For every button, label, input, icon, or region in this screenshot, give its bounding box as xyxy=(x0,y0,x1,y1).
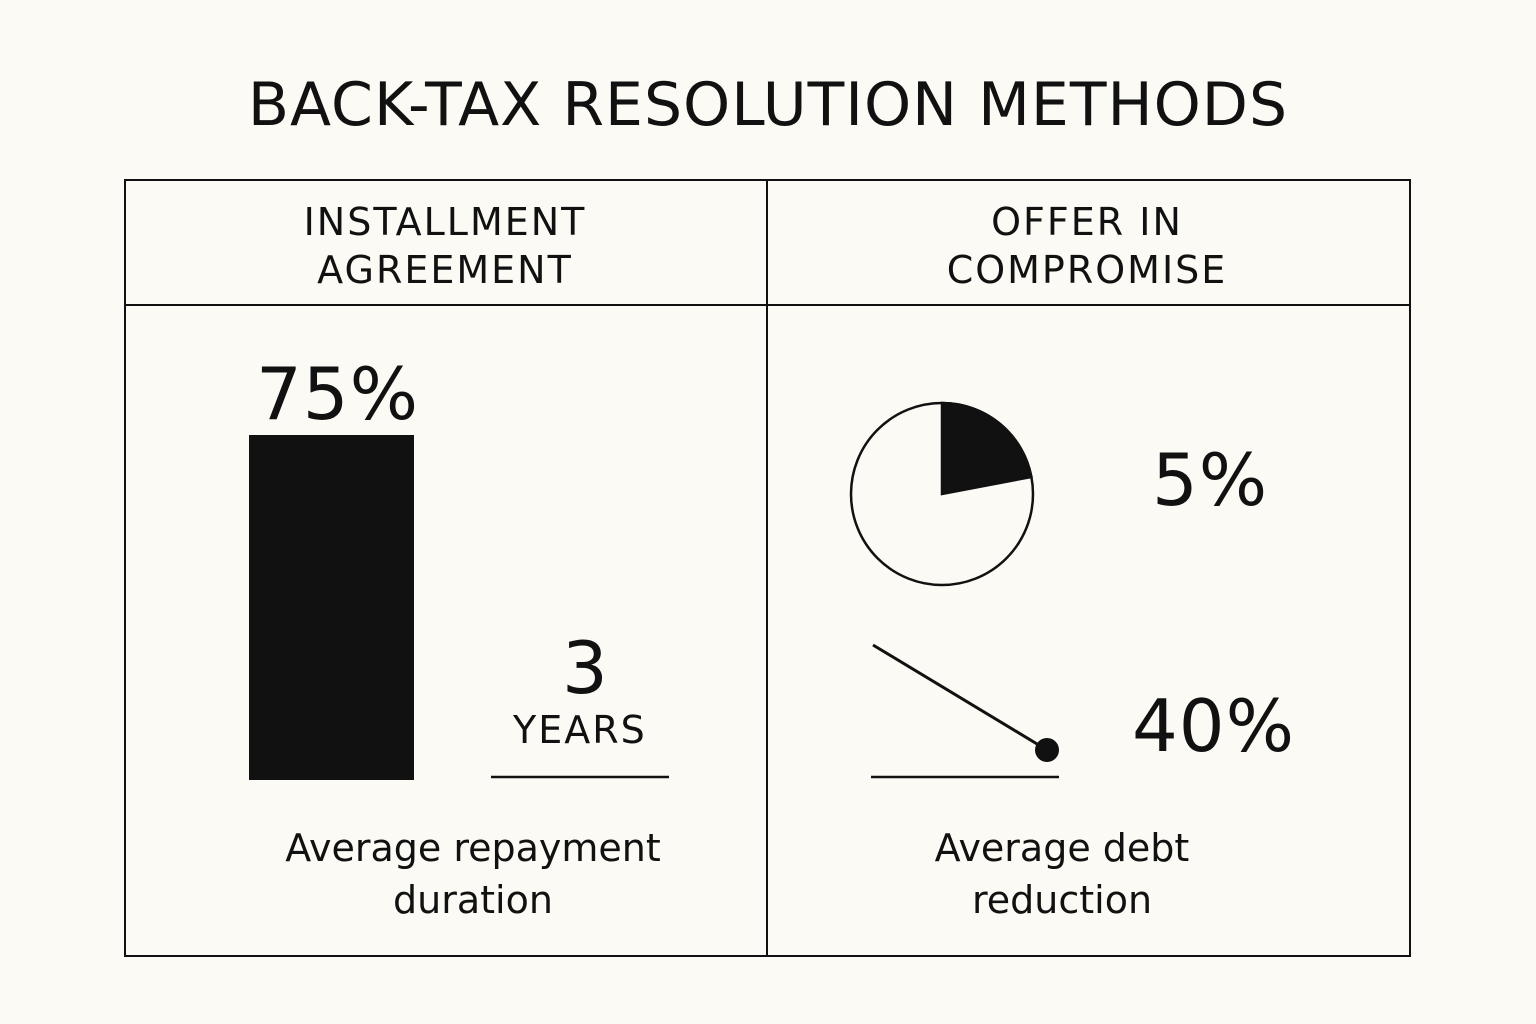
offer-in-compromise-heading: OFFER IN COMPROMISE xyxy=(766,198,1408,294)
pie-chart-slice xyxy=(940,401,1033,496)
installment-caption: Average repayment duration xyxy=(223,822,723,926)
installment-caption-line-1: Average repayment xyxy=(285,826,661,870)
page-title: BACK-TAX RESOLUTION METHODS xyxy=(247,70,1289,140)
offer-heading-line-1: OFFER IN xyxy=(991,200,1183,244)
installment-bar xyxy=(249,435,414,780)
installment-heading-line-2: AGREEMENT xyxy=(317,248,573,292)
debt-reduction-decline-line xyxy=(872,643,1048,752)
installment-heading-line-1: INSTALLMENT xyxy=(303,200,587,244)
pie-value-label: 5% xyxy=(1152,438,1269,522)
offer-caption-line-1: Average debt xyxy=(934,826,1190,870)
header-divider xyxy=(124,304,1411,306)
offer-heading-line-2: COMPROMISE xyxy=(946,248,1228,292)
installment-caption-line-2: duration xyxy=(393,878,553,922)
installment-agreement-heading: INSTALLMENT AGREEMENT xyxy=(124,198,766,294)
debt-reduction-value-label: 40% xyxy=(1132,684,1296,768)
column-divider xyxy=(766,179,768,957)
duration-unit-label: YEARS xyxy=(513,708,647,752)
debt-reduction-endpoint-dot xyxy=(1035,738,1059,762)
duration-value: 3 xyxy=(562,626,609,710)
offer-caption: Average debt reduction xyxy=(812,822,1312,926)
bar-value-label: 75% xyxy=(256,352,420,436)
offer-caption-line-2: reduction xyxy=(971,878,1153,922)
